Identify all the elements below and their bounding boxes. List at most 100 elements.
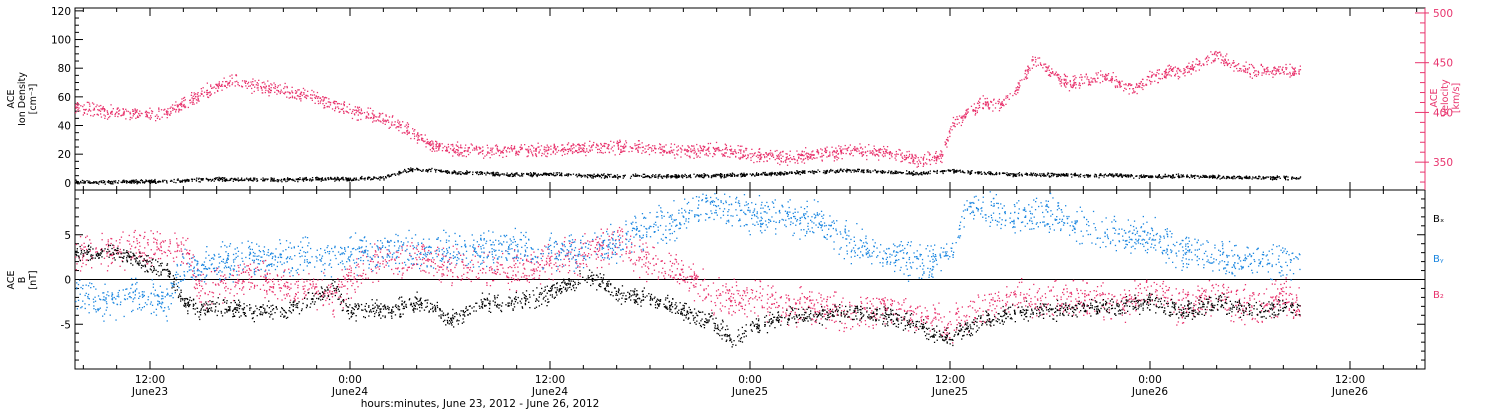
density-series-point (949, 169, 951, 172)
density-series-point (921, 171, 923, 174)
density-series-point (867, 170, 869, 172)
velocity-series-point (1189, 67, 1191, 70)
density-series-point (137, 181, 140, 183)
density-series-point (453, 171, 455, 173)
velocity-series-point (776, 149, 778, 152)
velocity-series-point (1292, 67, 1294, 70)
density-series-point (592, 177, 594, 179)
density-series-point (212, 178, 214, 181)
velocity-series-point (873, 152, 875, 154)
velocity-series-point (1285, 67, 1287, 69)
velocity-series-point (1092, 78, 1094, 80)
velocity-series-point (349, 108, 351, 111)
velocity-series (75, 50, 1302, 168)
density-series-point (779, 171, 781, 173)
velocity-series-point (941, 161, 943, 164)
velocity-series-point (446, 147, 448, 149)
density-series-point (774, 172, 776, 175)
velocity-series-point (836, 149, 838, 152)
density-series-point (96, 181, 98, 183)
density-series-point (402, 171, 404, 173)
density-series-point (166, 180, 168, 182)
velocity-series-point (178, 111, 180, 113)
density-series-point (839, 168, 842, 171)
velocity-series-point (1090, 77, 1092, 79)
density-series-point (287, 177, 289, 179)
density-series-point (923, 172, 925, 174)
velocity-series-point (406, 122, 409, 124)
density-series-point (1241, 178, 1243, 180)
velocity-series-point (949, 132, 951, 134)
velocity-series-point (111, 113, 113, 115)
velocity-series-point (1158, 77, 1160, 80)
velocity-series-point (956, 116, 958, 118)
velocity-series-point (669, 150, 671, 153)
velocity-series-point (1249, 76, 1251, 78)
density-series-point (407, 171, 409, 173)
velocity-series-point (234, 81, 236, 83)
velocity-series-point (313, 91, 315, 93)
velocity-series-point (360, 110, 363, 112)
velocity-series-point (767, 153, 770, 156)
velocity-series-point (563, 149, 565, 151)
velocity-series-point (906, 151, 908, 153)
density-series-point (404, 168, 406, 171)
density-series-point (1074, 175, 1076, 177)
velocity-series-point (820, 148, 822, 150)
velocity-series-point (1015, 87, 1017, 89)
density-series-point (113, 180, 115, 182)
velocity-series-point (976, 111, 978, 114)
velocity-series-point (229, 80, 231, 82)
density-series-point (907, 173, 909, 175)
velocity-series-point (1048, 69, 1050, 71)
density-series-point (476, 171, 478, 173)
velocity-series-point (388, 116, 391, 118)
velocity-series-point (240, 85, 243, 87)
density-series-point (468, 171, 470, 174)
velocity-series-point (992, 110, 994, 112)
velocity-series-point (852, 155, 854, 157)
velocity-series-point (922, 158, 924, 160)
velocity-series-point (951, 129, 953, 131)
velocity-series-point (531, 145, 534, 147)
velocity-series-point (732, 151, 734, 153)
velocity-series-point (461, 147, 463, 149)
velocity-series-point (1045, 70, 1048, 72)
velocity-series-point (707, 155, 709, 157)
velocity-series-point (722, 154, 724, 156)
velocity-series-point (855, 148, 857, 150)
velocity-series-point (1064, 85, 1066, 87)
density-series-point (526, 173, 528, 175)
density-series-point (998, 173, 1001, 175)
velocity-series-point (1230, 64, 1232, 66)
density-series-point (271, 177, 273, 180)
density-series-point (887, 171, 890, 174)
velocity-series-point (1238, 63, 1240, 65)
velocity-series-point (672, 151, 674, 154)
density-series-point (693, 173, 695, 175)
velocity-series-point (825, 151, 827, 154)
velocity-series-point (1202, 63, 1204, 65)
velocity-series-point (727, 156, 729, 158)
velocity-series-point (1066, 82, 1068, 85)
velocity-series-point (1015, 90, 1017, 92)
density-series-point (422, 169, 424, 171)
velocity-series-point (1027, 65, 1029, 67)
velocity-series-point (253, 90, 255, 93)
density-series-point (1113, 174, 1115, 176)
velocity-series-point (625, 145, 627, 147)
velocity-series-point (716, 149, 718, 151)
velocity-series-point (231, 74, 233, 76)
density-series-point (1227, 176, 1229, 178)
velocity-series-point (1149, 81, 1152, 83)
velocity-series-point (1168, 64, 1170, 66)
velocity-series-point (730, 153, 732, 155)
velocity-series-point (987, 107, 990, 109)
velocity-series-point (1168, 68, 1170, 70)
density-series-point (988, 171, 990, 173)
velocity-series-point (317, 96, 320, 98)
density-series-point (752, 173, 754, 176)
velocity-series-point (636, 144, 638, 146)
velocity-series-point (273, 82, 275, 84)
velocity-series-point (660, 152, 662, 154)
